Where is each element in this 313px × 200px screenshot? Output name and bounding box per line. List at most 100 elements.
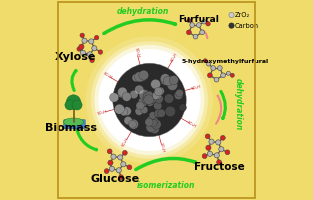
Circle shape xyxy=(161,74,170,83)
Text: 5-hydroxymethylfurfural: 5-hydroxymethylfurfural xyxy=(182,60,269,64)
Circle shape xyxy=(153,91,162,99)
Circle shape xyxy=(116,168,121,173)
Circle shape xyxy=(109,166,115,171)
Circle shape xyxy=(82,38,87,43)
Circle shape xyxy=(80,33,85,38)
Circle shape xyxy=(149,112,156,119)
Circle shape xyxy=(163,76,173,86)
Circle shape xyxy=(89,39,94,44)
Circle shape xyxy=(187,30,191,35)
Circle shape xyxy=(86,36,213,164)
Circle shape xyxy=(120,108,128,116)
Circle shape xyxy=(190,23,195,27)
Circle shape xyxy=(146,122,156,132)
Circle shape xyxy=(144,95,154,105)
Circle shape xyxy=(229,12,234,18)
Circle shape xyxy=(179,104,187,111)
Circle shape xyxy=(147,94,156,104)
Circle shape xyxy=(211,66,216,70)
Circle shape xyxy=(202,20,206,24)
Circle shape xyxy=(129,119,138,129)
Circle shape xyxy=(141,106,148,114)
Circle shape xyxy=(87,52,92,57)
Circle shape xyxy=(130,90,138,99)
Circle shape xyxy=(226,71,230,75)
Circle shape xyxy=(164,94,174,103)
Circle shape xyxy=(65,100,75,110)
Circle shape xyxy=(150,124,159,134)
Circle shape xyxy=(154,87,163,96)
Circle shape xyxy=(72,100,82,110)
Circle shape xyxy=(167,80,177,90)
Circle shape xyxy=(138,97,148,107)
Circle shape xyxy=(152,92,159,100)
Circle shape xyxy=(149,119,157,127)
Circle shape xyxy=(217,160,222,165)
Circle shape xyxy=(146,91,153,99)
Circle shape xyxy=(95,35,99,40)
Text: SO₃H: SO₃H xyxy=(134,47,140,58)
Circle shape xyxy=(110,93,119,102)
Circle shape xyxy=(135,85,144,94)
Circle shape xyxy=(207,62,211,66)
Circle shape xyxy=(216,140,221,145)
Circle shape xyxy=(122,92,131,101)
Circle shape xyxy=(166,76,176,86)
Circle shape xyxy=(108,160,113,165)
Text: SO₃H: SO₃H xyxy=(170,52,178,63)
Circle shape xyxy=(200,30,204,35)
Circle shape xyxy=(165,106,176,117)
Circle shape xyxy=(230,73,234,77)
Text: Furfural: Furfural xyxy=(178,16,219,24)
Circle shape xyxy=(79,44,84,49)
Circle shape xyxy=(113,63,186,137)
Circle shape xyxy=(115,104,125,114)
Text: SO₃H: SO₃H xyxy=(97,109,108,116)
Circle shape xyxy=(202,154,207,158)
Circle shape xyxy=(151,79,161,89)
Circle shape xyxy=(214,153,219,158)
Circle shape xyxy=(118,155,123,160)
Circle shape xyxy=(143,92,152,101)
Circle shape xyxy=(137,72,147,82)
Circle shape xyxy=(207,151,213,156)
Circle shape xyxy=(139,70,149,80)
Circle shape xyxy=(154,94,163,103)
Text: Carbon: Carbon xyxy=(235,23,259,29)
Circle shape xyxy=(206,145,211,150)
Text: Fructose: Fructose xyxy=(194,162,245,172)
Circle shape xyxy=(229,23,234,28)
Text: SO₃H: SO₃H xyxy=(102,71,112,80)
Circle shape xyxy=(98,50,103,54)
Text: ZrO₂: ZrO₂ xyxy=(235,12,250,18)
Text: Glucose: Glucose xyxy=(91,174,140,184)
Circle shape xyxy=(111,154,116,159)
Circle shape xyxy=(221,73,225,78)
Circle shape xyxy=(104,169,109,173)
Circle shape xyxy=(169,76,178,85)
Circle shape xyxy=(150,117,158,125)
Text: SO₃H: SO₃H xyxy=(159,142,165,153)
Text: Biomass: Biomass xyxy=(45,123,98,133)
Circle shape xyxy=(92,46,97,51)
Circle shape xyxy=(154,102,162,110)
Circle shape xyxy=(146,98,154,106)
Circle shape xyxy=(206,22,210,26)
Circle shape xyxy=(118,90,125,98)
Circle shape xyxy=(203,59,207,63)
Text: isomerization: isomerization xyxy=(136,180,195,190)
Circle shape xyxy=(77,47,81,51)
Circle shape xyxy=(176,89,183,97)
Text: Xylose: Xylose xyxy=(55,52,96,62)
Circle shape xyxy=(165,77,175,86)
Circle shape xyxy=(205,134,210,139)
Circle shape xyxy=(139,90,150,100)
Circle shape xyxy=(187,18,191,22)
Circle shape xyxy=(99,49,201,151)
Circle shape xyxy=(135,107,143,115)
Circle shape xyxy=(134,72,145,82)
Circle shape xyxy=(123,107,131,116)
Circle shape xyxy=(124,116,132,125)
Circle shape xyxy=(95,45,205,155)
Circle shape xyxy=(193,34,198,39)
